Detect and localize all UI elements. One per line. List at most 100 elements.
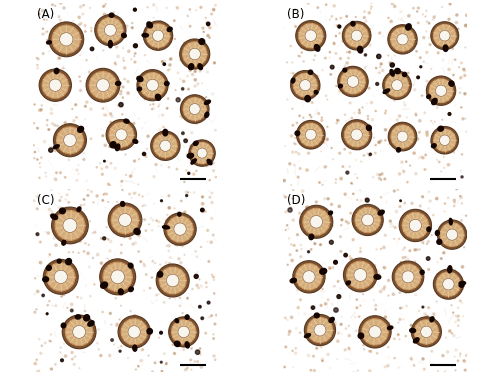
Circle shape bbox=[452, 334, 455, 337]
Circle shape bbox=[451, 333, 452, 334]
Circle shape bbox=[420, 205, 421, 207]
Circle shape bbox=[64, 28, 66, 29]
Circle shape bbox=[90, 138, 92, 139]
Wedge shape bbox=[450, 135, 455, 140]
Circle shape bbox=[320, 244, 322, 246]
Circle shape bbox=[452, 48, 454, 49]
Wedge shape bbox=[450, 240, 456, 246]
Circle shape bbox=[432, 214, 434, 216]
Circle shape bbox=[366, 198, 369, 202]
Circle shape bbox=[75, 153, 76, 154]
Circle shape bbox=[462, 316, 464, 317]
Circle shape bbox=[186, 319, 187, 320]
Circle shape bbox=[360, 190, 361, 191]
Wedge shape bbox=[349, 278, 356, 285]
Circle shape bbox=[108, 355, 111, 357]
Wedge shape bbox=[112, 125, 118, 132]
Circle shape bbox=[374, 152, 376, 154]
Circle shape bbox=[186, 97, 188, 100]
Circle shape bbox=[418, 7, 420, 9]
Circle shape bbox=[166, 294, 168, 296]
Circle shape bbox=[122, 86, 124, 88]
Circle shape bbox=[115, 297, 116, 299]
Circle shape bbox=[443, 279, 445, 281]
Circle shape bbox=[434, 29, 436, 30]
Circle shape bbox=[155, 164, 157, 166]
Ellipse shape bbox=[137, 87, 141, 91]
Ellipse shape bbox=[314, 313, 319, 318]
Circle shape bbox=[339, 32, 340, 34]
Circle shape bbox=[120, 346, 122, 347]
Circle shape bbox=[431, 235, 432, 236]
Wedge shape bbox=[397, 29, 402, 34]
Circle shape bbox=[204, 118, 206, 120]
Circle shape bbox=[306, 38, 307, 39]
Circle shape bbox=[77, 343, 78, 344]
Wedge shape bbox=[76, 226, 84, 232]
Circle shape bbox=[102, 73, 104, 74]
Circle shape bbox=[340, 288, 342, 289]
Circle shape bbox=[182, 334, 184, 335]
Wedge shape bbox=[54, 33, 60, 39]
Circle shape bbox=[466, 215, 467, 216]
Circle shape bbox=[165, 262, 167, 264]
Circle shape bbox=[288, 334, 290, 335]
Wedge shape bbox=[165, 268, 171, 275]
Circle shape bbox=[397, 131, 408, 142]
Circle shape bbox=[414, 269, 415, 270]
Ellipse shape bbox=[388, 326, 393, 329]
Circle shape bbox=[382, 246, 385, 249]
Circle shape bbox=[182, 312, 183, 314]
Circle shape bbox=[37, 67, 38, 69]
Circle shape bbox=[390, 139, 393, 141]
Circle shape bbox=[180, 115, 182, 117]
Circle shape bbox=[388, 346, 389, 348]
Circle shape bbox=[360, 305, 361, 306]
Circle shape bbox=[124, 237, 125, 238]
Wedge shape bbox=[67, 277, 73, 283]
Circle shape bbox=[122, 189, 123, 191]
Circle shape bbox=[158, 106, 159, 107]
Wedge shape bbox=[316, 130, 322, 135]
Circle shape bbox=[56, 226, 58, 228]
Circle shape bbox=[130, 223, 132, 225]
Wedge shape bbox=[174, 335, 180, 341]
Circle shape bbox=[398, 334, 399, 336]
Circle shape bbox=[466, 282, 468, 284]
Circle shape bbox=[428, 22, 430, 24]
Circle shape bbox=[164, 223, 165, 224]
Circle shape bbox=[49, 79, 62, 91]
Wedge shape bbox=[124, 138, 131, 144]
Circle shape bbox=[96, 167, 98, 168]
Wedge shape bbox=[198, 143, 203, 148]
Circle shape bbox=[146, 30, 148, 33]
Circle shape bbox=[44, 259, 78, 294]
Circle shape bbox=[323, 319, 324, 320]
Circle shape bbox=[145, 156, 147, 158]
Wedge shape bbox=[448, 273, 454, 279]
Circle shape bbox=[292, 124, 294, 126]
Circle shape bbox=[114, 62, 116, 64]
Circle shape bbox=[106, 193, 108, 195]
Wedge shape bbox=[434, 96, 440, 101]
Circle shape bbox=[98, 99, 100, 100]
Circle shape bbox=[398, 322, 399, 323]
Circle shape bbox=[342, 166, 344, 168]
Circle shape bbox=[410, 357, 412, 359]
Circle shape bbox=[67, 307, 68, 308]
Circle shape bbox=[462, 118, 464, 120]
Circle shape bbox=[388, 122, 417, 151]
Circle shape bbox=[108, 133, 110, 135]
Ellipse shape bbox=[66, 259, 71, 265]
Wedge shape bbox=[192, 151, 197, 155]
Circle shape bbox=[457, 360, 459, 362]
Circle shape bbox=[98, 329, 100, 330]
Circle shape bbox=[96, 37, 98, 39]
Circle shape bbox=[214, 5, 216, 6]
Wedge shape bbox=[402, 126, 407, 132]
Wedge shape bbox=[360, 39, 366, 45]
Wedge shape bbox=[184, 220, 191, 226]
Ellipse shape bbox=[309, 234, 314, 240]
Circle shape bbox=[460, 107, 462, 108]
Circle shape bbox=[140, 261, 142, 262]
